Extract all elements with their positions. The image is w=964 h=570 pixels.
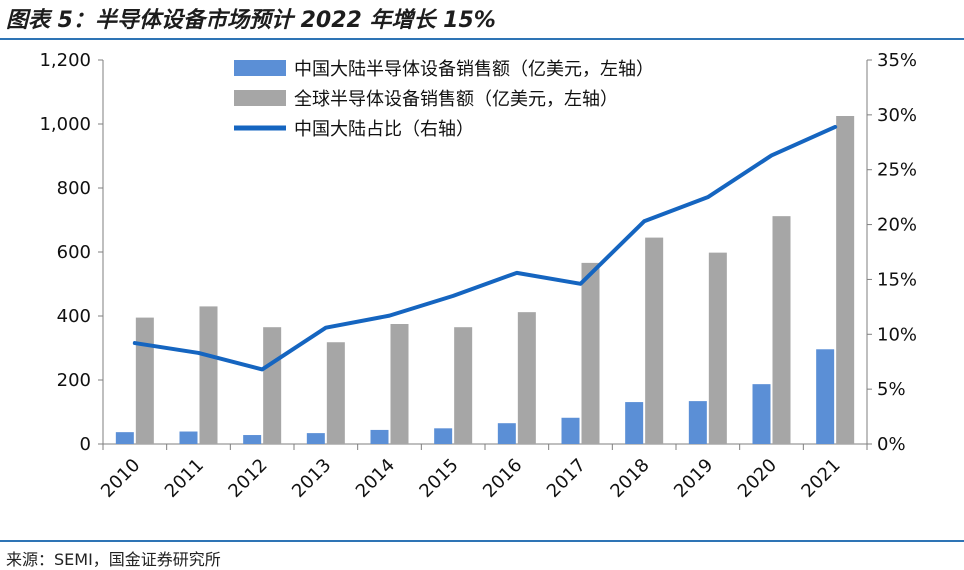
left-tick-label: 800: [57, 178, 91, 199]
x-tick-label: 2016: [479, 455, 526, 502]
bar-global: [135, 317, 154, 444]
x-tick-label: 2019: [670, 455, 717, 502]
bar-china: [243, 435, 262, 444]
left-tick-label: 0: [80, 434, 91, 455]
right-tick-label: 20%: [877, 215, 917, 236]
x-tick-label: 2018: [606, 455, 653, 502]
legend: 中国大陆半导体设备销售额（亿美元，左轴） 全球半导体设备销售额（亿美元，左轴） 中国…: [234, 59, 654, 140]
legend-swatch: [234, 90, 286, 106]
bar-china: [497, 423, 516, 444]
source-note: 来源：SEMI，国金证券研究所: [6, 550, 221, 569]
bar-china: [752, 384, 771, 444]
right-tick-label: 10%: [877, 324, 917, 345]
legend-label: 中国大陆占比（右轴）: [294, 119, 474, 140]
left-tick-label: 200: [57, 370, 91, 391]
x-tick-label: 2014: [352, 455, 399, 502]
axes-layer: [98, 59, 872, 450]
x-tick-label: 2012: [224, 455, 271, 502]
left-tick-label: 1,200: [39, 50, 91, 71]
right-tick-label: 15%: [877, 269, 917, 290]
legend-swatch: [234, 60, 286, 76]
bar-global: [326, 342, 345, 444]
bottom-rule: [0, 540, 964, 542]
legend-label: 全球半导体设备销售额（亿美元，左轴）: [294, 89, 618, 110]
right-tick-label: 25%: [877, 160, 917, 181]
right-tick-label: 30%: [877, 105, 917, 126]
x-tick-label: 2011: [161, 455, 208, 502]
x-tick-label: 2017: [543, 455, 590, 502]
bar-global: [645, 237, 664, 444]
line-layer: [132, 124, 838, 372]
x-tick-label: 2013: [288, 455, 335, 502]
bar-global: [836, 116, 855, 444]
bar-global: [199, 306, 218, 444]
bar-china: [434, 428, 453, 444]
line-china-share: [132, 124, 838, 372]
left-tick-label: 600: [57, 242, 91, 263]
left-tick-label: 1,000: [39, 114, 91, 135]
bar-china: [115, 432, 134, 444]
chart-title: 图表 5：半导体设备市场预计 2022 年增长 15%: [6, 8, 496, 33]
bar-global: [708, 252, 727, 444]
chart: 0 200 400 600 800 1,000 1,200 0% 5% 10% 15% 20% 25% 3…: [39, 50, 917, 502]
bar-global: [390, 324, 409, 444]
bar-global: [581, 262, 600, 444]
x-tick-label: 2010: [97, 455, 144, 502]
right-tick-label: 35%: [877, 50, 917, 71]
bar-china: [816, 349, 835, 444]
bar-china: [625, 402, 644, 444]
bar-global: [454, 327, 473, 444]
bar-global: [263, 327, 282, 444]
bar-china: [306, 433, 325, 444]
top-rule: [0, 38, 964, 40]
legend-label: 中国大陆半导体设备销售额（亿美元，左轴）: [294, 59, 654, 80]
bar-china: [688, 401, 707, 444]
left-tick-label: 400: [57, 306, 91, 327]
bars-layer: [115, 116, 855, 444]
x-tick-label: 2021: [797, 455, 844, 502]
x-tick-label: 2020: [734, 455, 781, 502]
bar-china: [370, 429, 389, 444]
bar-china: [561, 417, 580, 444]
right-tick-label: 0%: [877, 434, 906, 455]
bar-china: [179, 431, 198, 444]
bar-global: [772, 216, 791, 444]
right-tick-label: 5%: [877, 379, 906, 400]
bar-global: [517, 312, 536, 444]
x-tick-label: 2015: [415, 455, 462, 502]
